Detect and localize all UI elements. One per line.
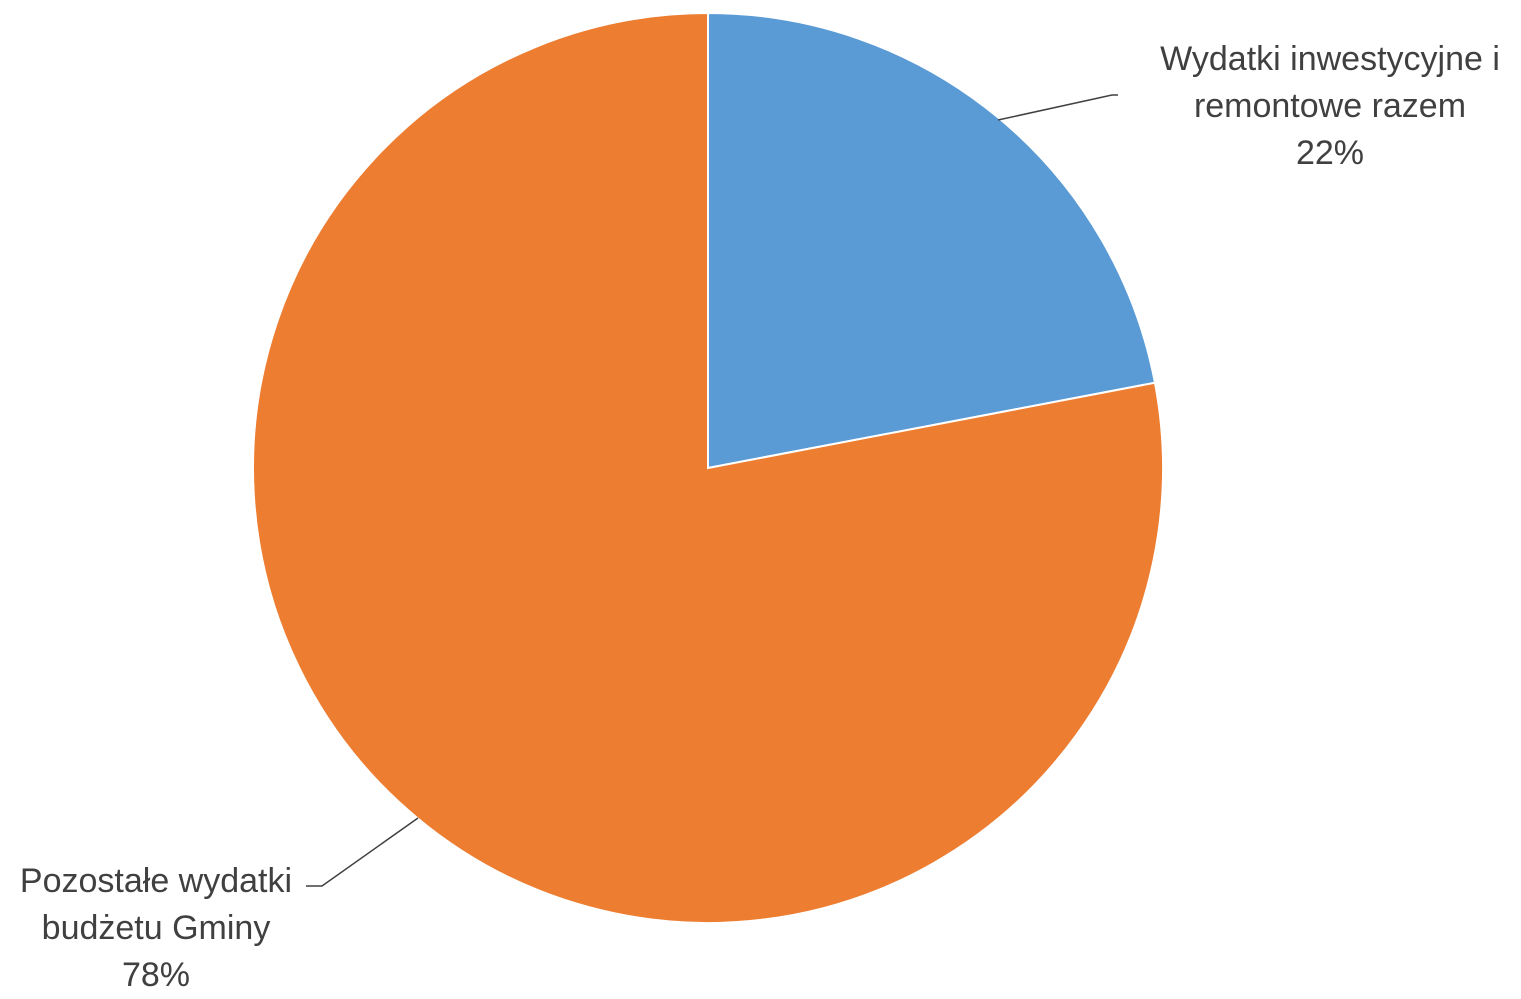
pie-slice-investment[interactable] <box>707 11 1157 470</box>
slice-percent-label: 22% <box>1295 134 1365 172</box>
data-label-investment: Wydatki inwestycyjne i remontowe razem 2… <box>1130 36 1521 177</box>
leader-line-other <box>306 817 419 887</box>
slice-label-line-2: remontowe razem <box>1193 87 1467 125</box>
slice-label-line-1: Pozostałe wydatki <box>19 862 293 900</box>
leader-line-investment <box>997 94 1118 121</box>
slice-label-line-2: budżetu Gminy <box>41 909 271 947</box>
slice-percent-label: 78% <box>121 956 191 994</box>
slice-label-line-1: Wydatki inwestycyjne i <box>1160 40 1500 78</box>
data-label-other: Pozostałe wydatki budżetu Gminy 78% <box>0 858 312 999</box>
